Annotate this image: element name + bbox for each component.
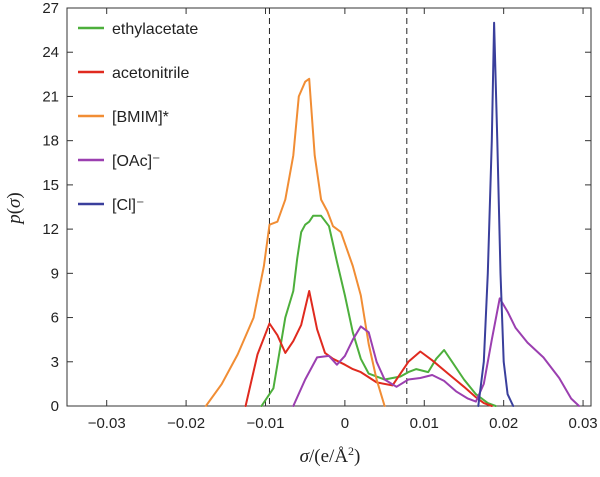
y-axis-title: p(σ) — [4, 192, 25, 226]
x-tick-label: −0.01 — [247, 415, 285, 432]
series-line — [477, 21, 515, 407]
series-line — [244, 290, 493, 407]
y-tick-label: 15 — [42, 177, 59, 194]
series-layer — [204, 21, 581, 407]
y-tick-label: 12 — [42, 221, 59, 238]
x-tick-label: 0.03 — [568, 415, 597, 432]
y-tick-label: 24 — [42, 44, 59, 61]
x-tick-label: 0.02 — [489, 415, 518, 432]
legend-label: [OAc]⁻ — [112, 153, 160, 170]
reference-lines — [268, 8, 408, 406]
y-tick-label: 6 — [51, 310, 59, 327]
y-tick-label: 18 — [42, 133, 59, 150]
x-tick-label: 0.01 — [410, 415, 439, 432]
legend-label: [BMIM]* — [112, 109, 169, 126]
legend-label: acetonitrile — [112, 65, 189, 82]
axis-ticks: −0.03 −0.02 −0.01 0 0.01 0.02 0.03 0 3 6 9 12 15 18 21… — [42, 0, 597, 432]
y-tick-label: 27 — [42, 0, 59, 17]
legend: ethylacetate acetonitrile [BMIM]* [OAc]⁻ [Cl… — [78, 21, 198, 214]
plot-frame — [66, 7, 592, 407]
x-tick-label: −0.02 — [167, 415, 205, 432]
series-line — [204, 77, 386, 407]
y-tick-label: 9 — [51, 265, 59, 282]
series-line — [292, 297, 581, 407]
y-tick-label: 21 — [42, 88, 59, 105]
y-tick-label: 3 — [51, 354, 59, 371]
x-tick-label: 0 — [341, 415, 349, 432]
y-tick-label: 0 — [51, 398, 59, 415]
series-line — [260, 214, 497, 407]
legend-label: [Cl]⁻ — [112, 197, 144, 214]
x-axis-title: σ/(e/Å2) — [300, 444, 361, 467]
x-tick-label: −0.03 — [88, 415, 126, 432]
legend-label: ethylacetate — [112, 21, 198, 38]
